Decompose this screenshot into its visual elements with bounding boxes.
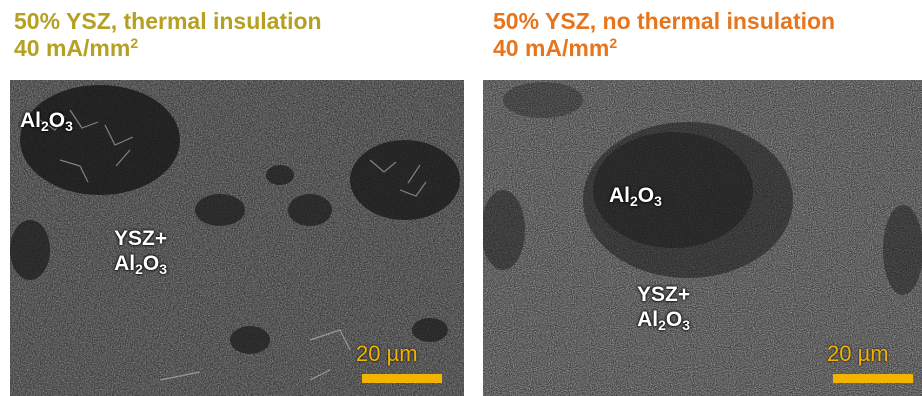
- right-title-unit: 40 mA/mm: [493, 35, 610, 61]
- left-mix-line1: YSZ+: [114, 227, 168, 250]
- left-sem-texture: [10, 80, 464, 396]
- left-al2o3-sub2: 2: [41, 118, 49, 134]
- left-label-al2o3: Al2O3: [20, 108, 73, 133]
- right-title-unit-sup: 2: [609, 35, 618, 51]
- left-sem-image: Al2O3 YSZ+ Al2O3 20 µm: [10, 80, 464, 396]
- right-mix-line2: Al2O3: [637, 307, 690, 332]
- left-title-line1: 50% YSZ, thermal insulation: [14, 8, 322, 34]
- right-sem-image: Al2O3 YSZ+ Al2O3 20 µm: [483, 80, 922, 396]
- left-mix-sub3: 3: [159, 261, 168, 277]
- left-scale-bar: [362, 374, 442, 383]
- right-mix-sub2: 2: [658, 317, 666, 333]
- left-title-line2: 40 mA/mm2: [14, 35, 322, 62]
- right-scale-bar: [833, 374, 913, 383]
- right-mix-sub3: 3: [682, 317, 691, 333]
- left-title-unit: 40 mA/mm: [14, 35, 131, 61]
- left-al2o3-al: Al: [20, 109, 41, 132]
- left-mix-sub2: 2: [135, 261, 143, 277]
- right-title-line2: 40 mA/mm2: [493, 35, 835, 62]
- left-label-ysz-al2o3: YSZ+ Al2O3: [114, 226, 167, 276]
- left-al2o3-sub3: 3: [65, 118, 73, 134]
- right-scale-label: 20 µm: [827, 341, 889, 366]
- right-title: 50% YSZ, no thermal insulation 40 mA/mm2: [493, 8, 835, 62]
- right-al2o3-sub3: 3: [654, 193, 662, 209]
- right-title-line1: 50% YSZ, no thermal insulation: [493, 8, 836, 34]
- right-sem-texture: [483, 80, 922, 396]
- right-label-ysz-al2o3: YSZ+ Al2O3: [637, 282, 690, 332]
- left-title: 50% YSZ, thermal insulation 40 mA/mm2: [14, 8, 322, 62]
- right-mix-al: Al: [637, 308, 659, 331]
- left-scale-label: 20 µm: [356, 341, 418, 366]
- left-mix-al: Al: [114, 252, 136, 275]
- right-mix-o: O: [665, 308, 683, 331]
- right-al2o3-sub2: 2: [630, 193, 638, 209]
- right-al2o3-o: O: [637, 184, 655, 207]
- right-label-al2o3: Al2O3: [609, 183, 662, 208]
- left-al2o3-o: O: [48, 109, 66, 132]
- right-mix-line1: YSZ+: [637, 283, 691, 306]
- left-title-unit-sup: 2: [130, 35, 139, 51]
- left-mix-line2: Al2O3: [114, 251, 167, 276]
- left-mix-o: O: [142, 252, 160, 275]
- right-al2o3-al: Al: [609, 184, 630, 207]
